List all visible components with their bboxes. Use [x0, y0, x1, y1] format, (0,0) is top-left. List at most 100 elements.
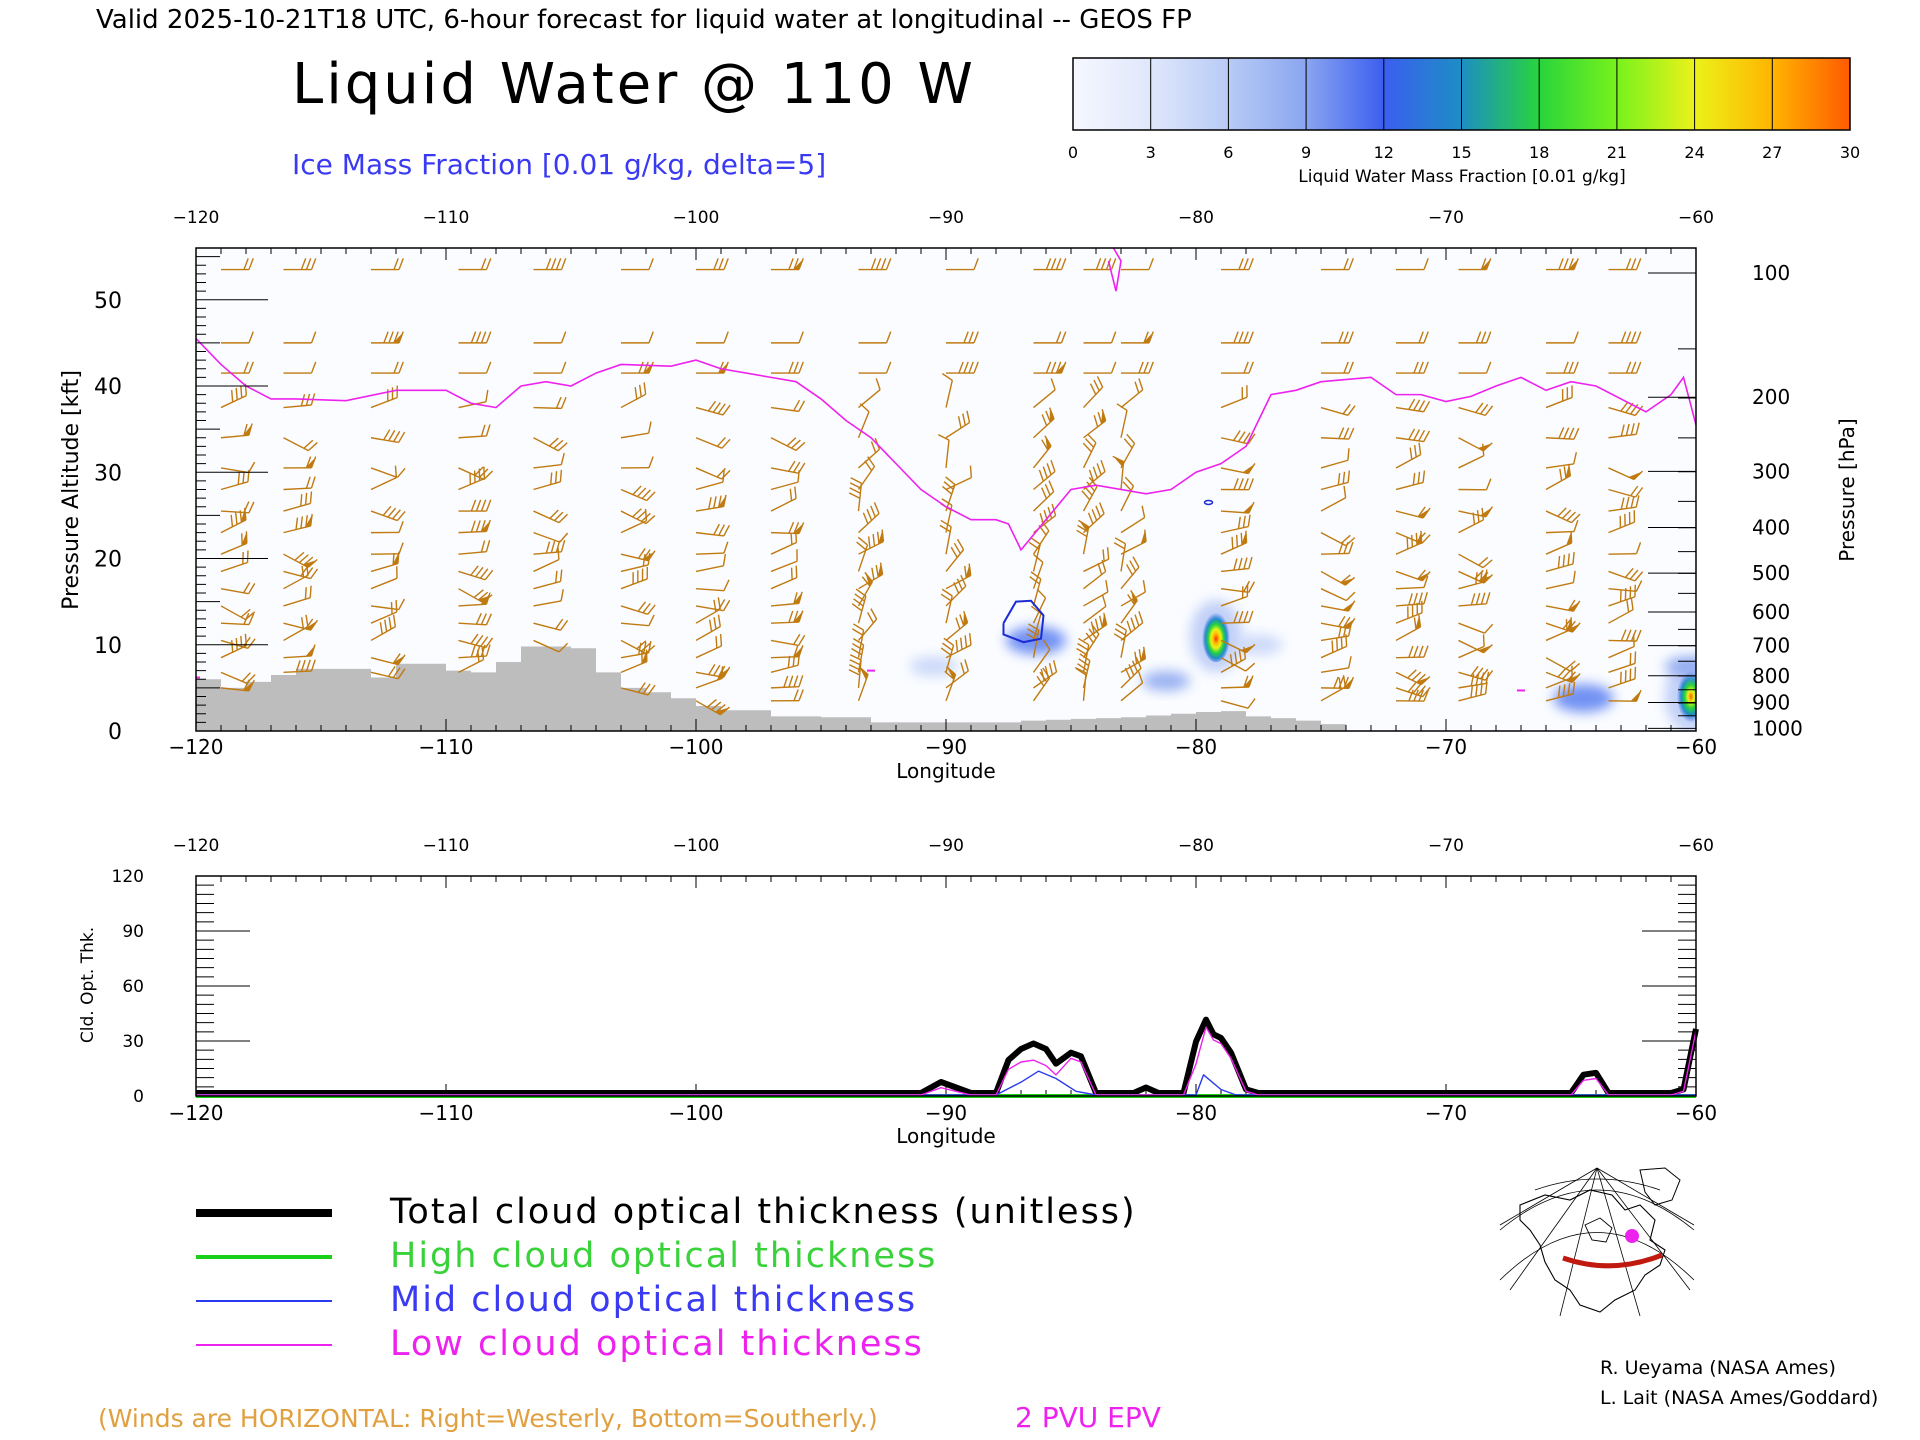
wind-barb-feather — [1247, 433, 1256, 445]
wind-barb-shaft — [857, 674, 869, 702]
wind-barb — [620, 485, 656, 502]
wind-barb-feather — [1409, 447, 1413, 460]
wind-barb — [1083, 547, 1110, 573]
wind-barb-feather — [1238, 478, 1244, 490]
wind-barb-feather — [1484, 623, 1494, 634]
wind-barb-shaft — [1320, 552, 1350, 555]
wind-barb-feather — [247, 638, 256, 649]
wind-barb-feather — [392, 614, 397, 627]
wind-barb — [1033, 407, 1055, 439]
wind-barb — [1083, 559, 1107, 590]
wind-barb-pennant — [1479, 570, 1487, 584]
wind-barb-pennant — [1568, 259, 1578, 270]
wind-barb — [458, 633, 494, 649]
wind-barb-pennant — [1100, 410, 1106, 425]
wind-barb-pennant — [793, 259, 803, 270]
wind-barb-feather — [383, 331, 389, 344]
wind-barb — [533, 531, 569, 543]
wind-barb — [1320, 427, 1355, 440]
wind-barb-feather — [1482, 634, 1485, 647]
wind-barb-feather — [1029, 576, 1040, 585]
map-meridian-1 — [1559, 1167, 1598, 1317]
wind-barb-feather — [793, 675, 799, 688]
wind-barb-feather — [1475, 402, 1484, 413]
wind-barb — [940, 588, 953, 624]
wind-barb-shaft — [283, 655, 312, 659]
map-hudson-bay — [1584, 1217, 1613, 1243]
wind-barb-feather — [1042, 667, 1051, 679]
wind-barb-feather — [1635, 331, 1642, 344]
wind-barb-feather — [392, 667, 401, 678]
wind-barb-pennant — [240, 508, 246, 523]
wind-barb-feather — [1625, 496, 1630, 509]
wind-barb — [1220, 675, 1254, 689]
wind-barb-pennant — [642, 551, 655, 561]
wind-barb-feather — [554, 570, 558, 583]
wind-barb-feather — [1572, 681, 1576, 695]
credit-line-1: R. Ueyama (NASA Ames) — [1600, 1357, 1836, 1379]
wind-barb — [533, 258, 567, 271]
wind-barb-feather — [1343, 485, 1347, 498]
wind-barb-feather — [1077, 663, 1088, 671]
wind-barb — [1458, 331, 1492, 344]
wind-barb — [695, 523, 730, 537]
colorbar-segment — [1150, 58, 1229, 130]
wind-barb-pennant — [1049, 408, 1055, 423]
wind-barb-feather — [1248, 478, 1254, 490]
wind-barb-feather — [1620, 424, 1625, 437]
wind-barb-feather — [1561, 509, 1572, 519]
colorbar-segment — [1616, 58, 1696, 130]
wind-barb-feather — [1485, 592, 1491, 605]
wind-barb-shaft — [1120, 410, 1128, 438]
liquid-water-patch — [1664, 656, 1696, 677]
wind-barb-feather — [711, 701, 722, 711]
series-mid-line — [196, 1070, 1696, 1096]
wind-barb-feather — [1243, 478, 1249, 490]
wind-barb — [533, 547, 560, 573]
wind-barb-feather — [1050, 361, 1057, 374]
wind-barb — [620, 682, 656, 696]
colorbar-tick-label: 9 — [1301, 143, 1311, 162]
valid-time-line: Valid 2025-10-21T18 UTC, 6-hour forecast… — [96, 5, 1192, 35]
wind-barb-feather — [1114, 537, 1126, 545]
wind-barb-feather — [1033, 554, 1044, 563]
wind-barb-feather — [1565, 660, 1576, 670]
wind-barb — [1545, 570, 1576, 590]
wind-barb-feather — [1135, 657, 1142, 669]
wind-barb — [1032, 667, 1051, 702]
wind-barb-feather — [797, 653, 801, 666]
wind-barb-feather — [550, 258, 557, 270]
wind-barb-pennant — [1242, 503, 1254, 514]
x-tick-label: −100 — [669, 1101, 724, 1125]
wind-barb-feather — [859, 403, 870, 413]
wind-barb-feather — [470, 499, 477, 512]
wind-barb-feather — [398, 258, 404, 270]
wind-barb — [283, 258, 317, 271]
wind-barb — [1033, 480, 1055, 512]
wind-barb-feather — [856, 541, 867, 551]
wind-barb-pennant — [1242, 676, 1253, 688]
wind-barb-feather — [1116, 403, 1128, 411]
wind-barb-feather — [719, 633, 723, 647]
wind-barb-feather — [1110, 331, 1117, 344]
wind-barb-feather — [1568, 361, 1574, 374]
wind-barb-feather — [379, 622, 383, 635]
wind-barb-feather — [480, 540, 486, 553]
wind-barb-feather — [1046, 463, 1052, 475]
wind-barb-feather — [1411, 534, 1414, 547]
wind-barb — [770, 591, 803, 607]
wind-barb-pennant — [947, 667, 956, 681]
wind-barb-shaft — [1320, 588, 1347, 602]
wind-barb-feather — [873, 502, 880, 514]
wind-barb-pennant — [1340, 578, 1354, 586]
wind-barb — [1083, 594, 1107, 624]
wind-barb-feather — [959, 614, 965, 627]
wind-barb-feather — [793, 399, 801, 412]
wind-barb-feather — [1635, 495, 1640, 508]
wind-barb-feather — [794, 530, 798, 543]
wind-barb-feather — [485, 613, 492, 626]
wind-barb-feather — [861, 576, 871, 587]
wind-barb-feather — [1472, 512, 1476, 525]
wind-barb-shaft — [857, 411, 870, 439]
